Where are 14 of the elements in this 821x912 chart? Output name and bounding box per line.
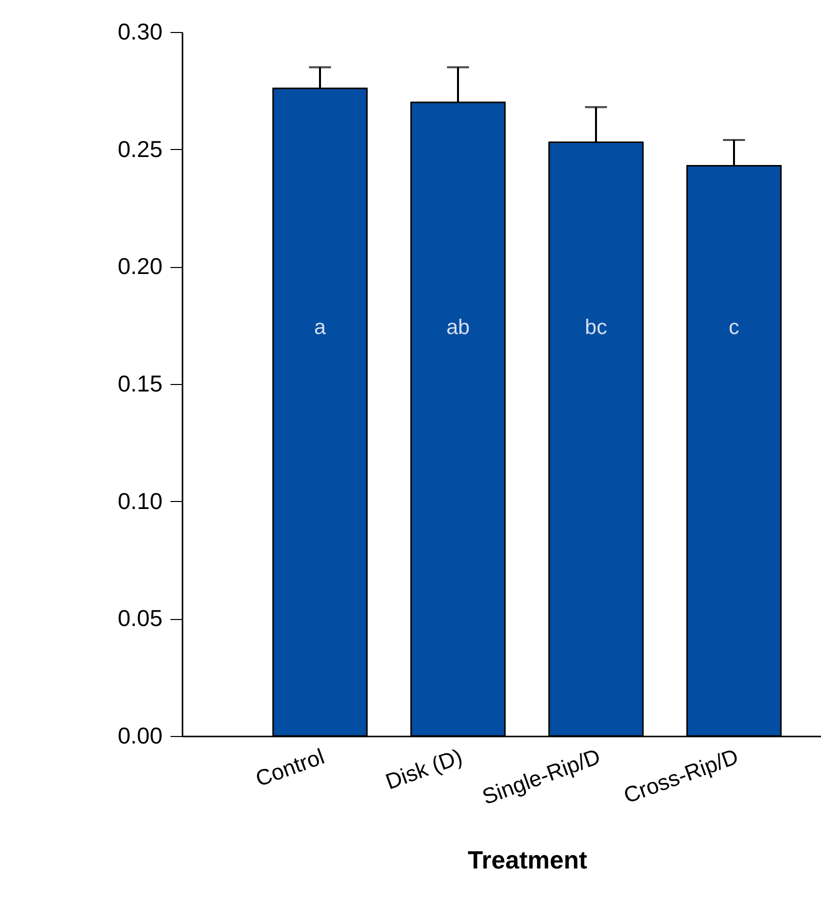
annotation: bc [584, 316, 608, 339]
annotation: c [728, 316, 740, 339]
annotation: ab [446, 316, 470, 339]
x-tick-label: Disk (D) [382, 744, 466, 794]
y-tick-label: 0.10 [118, 488, 162, 514]
y-tick-label: 0.20 [118, 253, 162, 280]
y-tick-label: 0.25 [118, 136, 162, 162]
x-axis-title: Treatment [468, 846, 588, 874]
y-tick-label: 0.15 [118, 370, 162, 396]
x-tick-label: Control [252, 744, 328, 792]
y-tick-label: 0.05 [118, 605, 162, 632]
y-tick-label: 0.00 [118, 722, 162, 748]
y-tick-label: 0.30 [118, 18, 162, 44]
annotation: a [314, 316, 326, 339]
